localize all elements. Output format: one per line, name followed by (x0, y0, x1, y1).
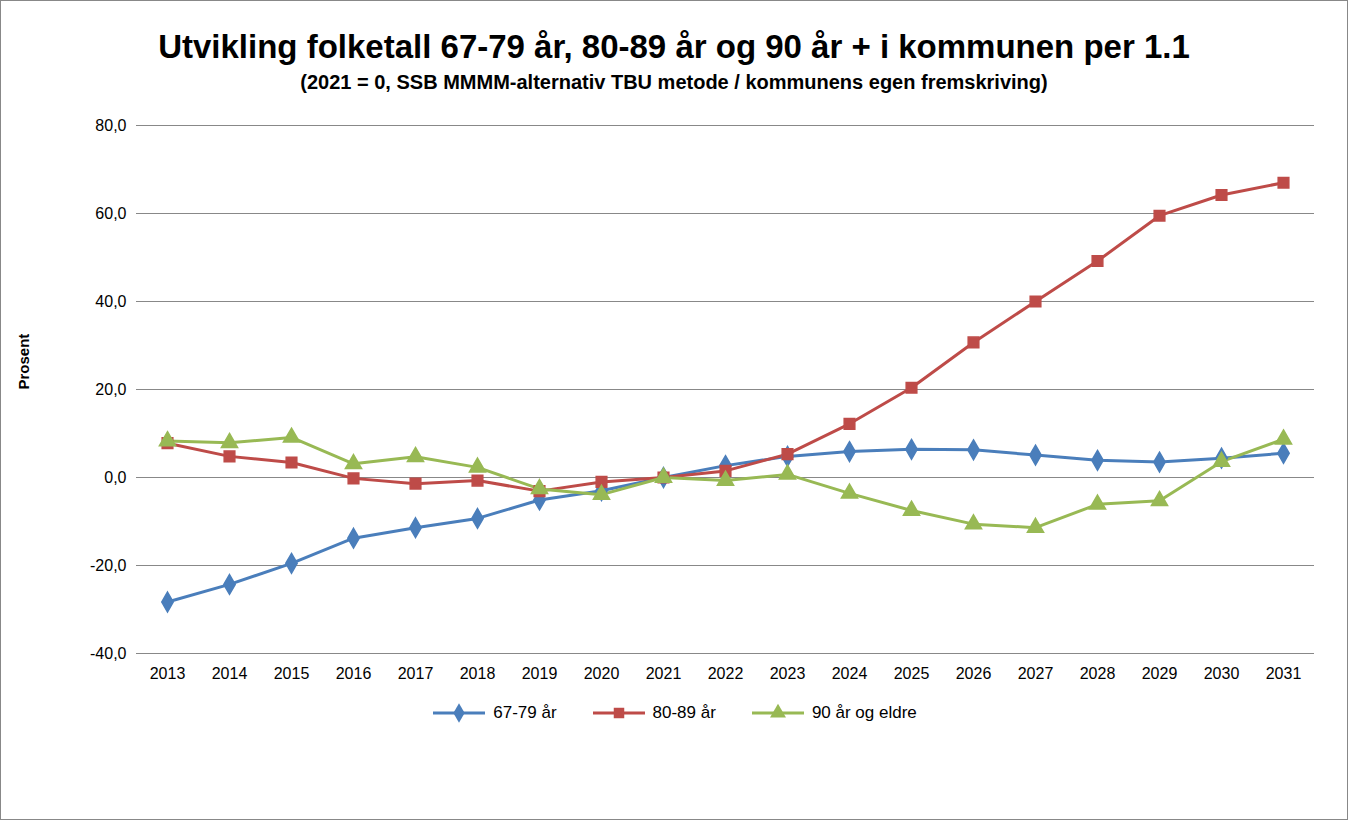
svg-text:2024: 2024 (832, 665, 868, 682)
html-text:Utvikling folketall 67-79 år,: Utvikling folketall 67-79 år, 80-89 år o… (158, 28, 1190, 65)
svg-text:2013: 2013 (150, 665, 186, 682)
svg-text:2014: 2014 (212, 665, 248, 682)
svg-text:2030: 2030 (1204, 665, 1240, 682)
svg-text:2017: 2017 (398, 665, 434, 682)
svg-text:2025: 2025 (894, 665, 930, 682)
svg-text:2018: 2018 (460, 665, 496, 682)
svg-text:2015: 2015 (274, 665, 310, 682)
html-text:(2021 = 0, SSB MMMM-alternativ: (2021 = 0, SSB MMMM-alternativ TBU metod… (300, 71, 1048, 93)
svg-text:2023: 2023 (770, 665, 806, 682)
svg-text:80,0: 80,0 (95, 117, 126, 134)
svg-text:2019: 2019 (522, 665, 558, 682)
svg-text:2028: 2028 (1080, 665, 1116, 682)
svg-text:2022: 2022 (708, 665, 744, 682)
svg-text:2021: 2021 (646, 665, 682, 682)
svg-text:0,0: 0,0 (104, 469, 126, 486)
svg-text:-40,0: -40,0 (90, 645, 127, 662)
svg-text:Prosent: Prosent (15, 334, 32, 390)
svg-text:60,0: 60,0 (95, 205, 126, 222)
svg-text:-20,0: -20,0 (90, 557, 127, 574)
html-text:80-89 år: 80-89 år (652, 703, 716, 722)
html-text:90 år og eldre: 90 år og eldre (811, 703, 917, 722)
svg-text:2016: 2016 (336, 665, 372, 682)
svg-text:20,0: 20,0 (95, 381, 126, 398)
svg-text:40,0: 40,0 (95, 293, 126, 310)
svg-text:2029: 2029 (1142, 665, 1178, 682)
svg-text:2031: 2031 (1266, 665, 1302, 682)
svg-text:2027: 2027 (1018, 665, 1054, 682)
svg-text:2026: 2026 (956, 665, 992, 682)
html-text:67-79 år: 67-79 år (493, 703, 557, 722)
svg-text:2020: 2020 (584, 665, 620, 682)
